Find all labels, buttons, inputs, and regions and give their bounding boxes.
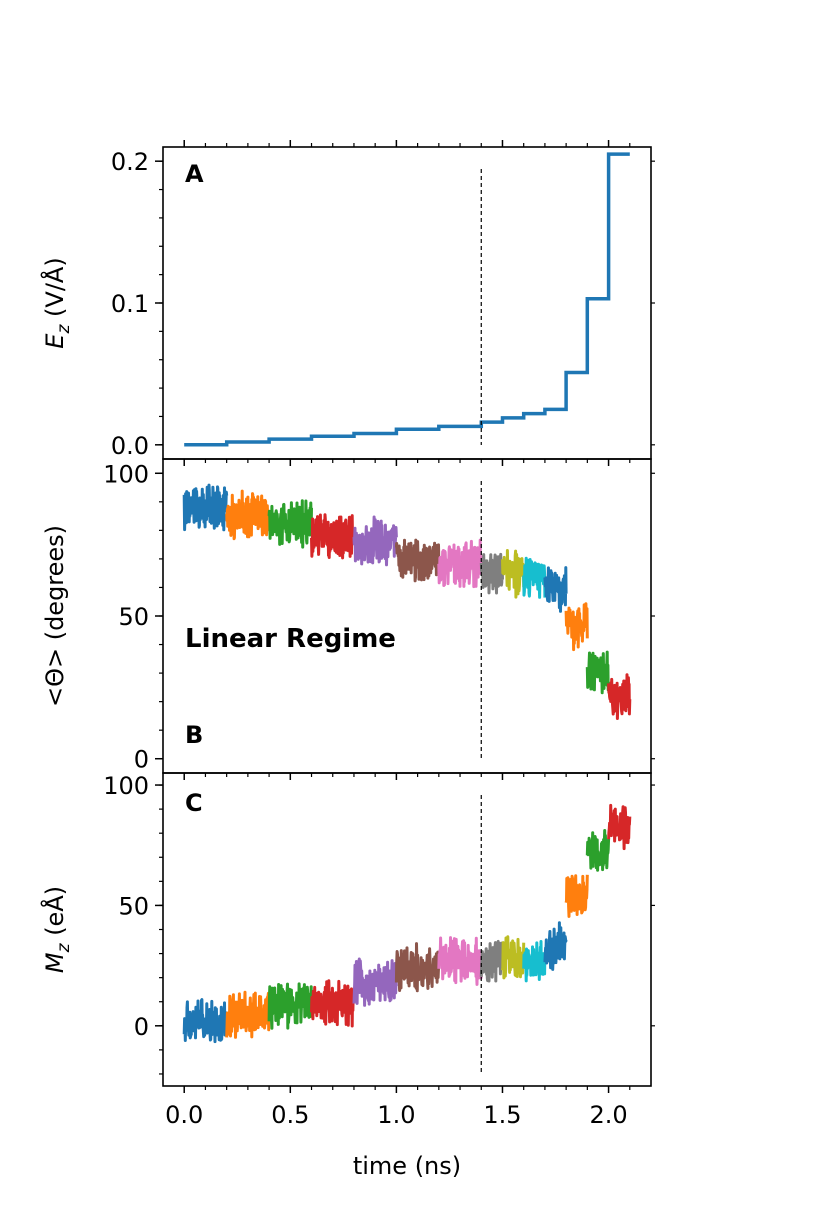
series-trace [543,921,568,971]
panel-a: 0.0 0.1 0.2 A Ez (V/Å) [40,140,655,466]
series-trace [182,998,229,1044]
series-trace [437,936,483,986]
series-trace [522,556,547,599]
series-trace [437,538,483,589]
linear-regime-annotation: Linear Regime [185,624,396,654]
x-axis-label: time (ns) [353,1152,461,1180]
series-trace [394,942,441,993]
series-trace [352,515,398,567]
series-trace [352,957,398,1007]
panel-label: B [185,721,203,749]
panel-label: C [185,789,203,817]
series-trace [267,499,313,549]
series-trace [479,939,504,983]
x-tick-label: 0.0 [165,1101,203,1129]
y-tick-label: 0.2 [111,148,149,176]
ez-step-line [184,152,630,447]
y-axis-label: Ez (V/Å) [40,257,74,348]
series-trace [225,990,271,1039]
series-trace [585,829,611,872]
y-tick-label: 0.1 [111,290,149,318]
y-tick-label: 100 [103,460,149,488]
y-axis-subscript: z [54,324,74,335]
y-tick-label: 50 [118,603,149,631]
panel-c: 0 50 100 C Mz (eÅ) 0.0 0.5 1.0 1.5 2.0 time (ns) [40,772,655,1180]
x-tick-label: 1.0 [377,1101,415,1129]
x-tick-label: 2.0 [589,1101,627,1129]
series-trace [310,513,356,560]
panel-b: 0 50 100 B <Θ> (degrees) Linear Regime [41,458,655,780]
series-trace [501,935,526,980]
series-trace [501,549,526,599]
y-axis-unit: (eÅ) [40,886,69,944]
y-tick-label: 0 [134,746,149,774]
series-trace [394,538,441,583]
series-trace [522,940,547,983]
axes-frame [162,772,652,1087]
series-trace [225,489,271,541]
y-axis-label: Mz (eÅ) [40,886,74,973]
x-tick-label: 0.5 [271,1101,309,1129]
series-trace [267,982,313,1030]
y-tick-label: 0.0 [111,432,149,460]
series-trace [585,650,611,695]
y-tick-label: 100 [103,772,149,800]
series-trace [182,483,229,532]
panel-label: A [185,160,204,188]
series-trace [543,566,568,613]
axes-frame [162,146,652,460]
y-axis-unit: (V/Å) [40,257,69,324]
series-trace [607,803,632,851]
y-axis-subscript: z [54,942,74,953]
series-trace [479,552,504,595]
y-axis-symbol: E [41,333,69,349]
series-trace [564,874,589,918]
series-trace [607,673,632,720]
y-tick-label: 50 [118,892,149,920]
y-tick-label: 0 [134,1013,149,1041]
y-axis-symbol: M [41,952,69,973]
y-axis-label: <Θ> (degrees) [41,525,69,707]
series-trace [564,602,589,652]
x-tick-label: 1.5 [483,1101,521,1129]
series-trace [310,979,356,1028]
